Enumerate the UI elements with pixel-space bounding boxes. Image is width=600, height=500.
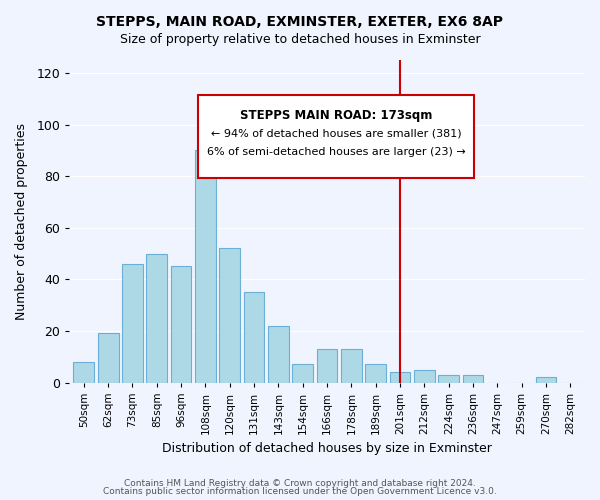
Text: STEPPS MAIN ROAD: 173sqm: STEPPS MAIN ROAD: 173sqm — [240, 109, 432, 122]
X-axis label: Distribution of detached houses by size in Exminster: Distribution of detached houses by size … — [162, 442, 492, 455]
Bar — [536, 378, 556, 382]
Bar — [463, 375, 484, 382]
Bar — [390, 372, 410, 382]
Text: ← 94% of detached houses are smaller (381): ← 94% of detached houses are smaller (38… — [211, 129, 461, 139]
Bar — [317, 349, 337, 382]
Text: Contains HM Land Registry data © Crown copyright and database right 2024.: Contains HM Land Registry data © Crown c… — [124, 478, 476, 488]
Text: 6% of semi-detached houses are larger (23) →: 6% of semi-detached houses are larger (2… — [206, 148, 466, 158]
Text: Size of property relative to detached houses in Exminster: Size of property relative to detached ho… — [119, 32, 481, 46]
Bar — [292, 364, 313, 382]
Bar — [146, 254, 167, 382]
Bar — [171, 266, 191, 382]
Bar — [73, 362, 94, 382]
Bar — [268, 326, 289, 382]
Bar — [122, 264, 143, 382]
Bar — [414, 370, 435, 382]
Bar — [98, 334, 119, 382]
Bar — [341, 349, 362, 382]
Bar — [439, 375, 459, 382]
Bar — [220, 248, 240, 382]
Bar — [244, 292, 265, 382]
Text: STEPPS, MAIN ROAD, EXMINSTER, EXETER, EX6 8AP: STEPPS, MAIN ROAD, EXMINSTER, EXETER, EX… — [97, 15, 503, 29]
Bar — [195, 150, 216, 382]
Y-axis label: Number of detached properties: Number of detached properties — [15, 123, 28, 320]
Bar — [365, 364, 386, 382]
Text: Contains public sector information licensed under the Open Government Licence v3: Contains public sector information licen… — [103, 487, 497, 496]
